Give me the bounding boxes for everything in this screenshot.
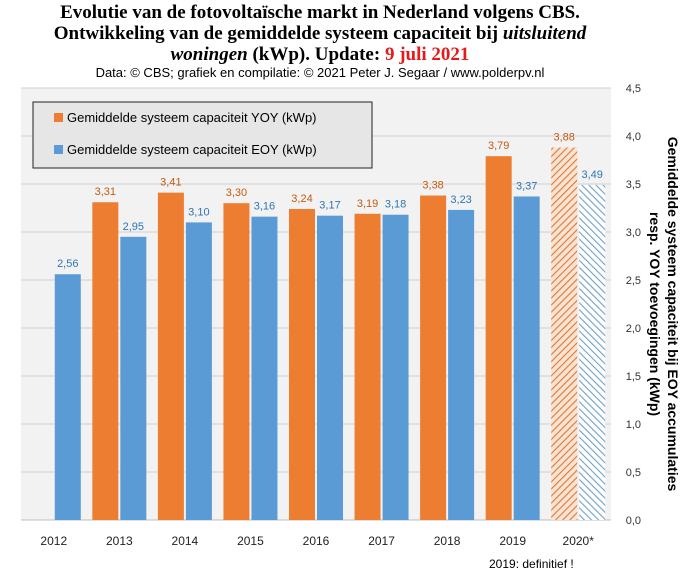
title-line-3-text: (kWp). Update: xyxy=(247,44,385,65)
y-tick-label: 2,0 xyxy=(626,323,641,335)
y-tick-label: 4,0 xyxy=(626,131,641,143)
bar-eoy xyxy=(185,222,212,520)
y-axis-title: Gemiddelde systeem capaciteit bij EOY ac… xyxy=(647,137,681,492)
bar-eoy xyxy=(120,236,147,521)
data-label: 3,17 xyxy=(319,200,340,212)
x-tick-label: 2020* xyxy=(563,534,595,548)
chart-subtitle: Data: © CBS; grafiek en compilatie: © 20… xyxy=(95,65,545,80)
bar-eoy xyxy=(448,209,475,521)
x-tick-label: 2016 xyxy=(303,534,330,548)
x-tick-label: 2014 xyxy=(172,534,199,548)
bar-eoy xyxy=(54,274,81,520)
data-label: 3,23 xyxy=(450,194,471,206)
y-tick-label: 0,0 xyxy=(626,515,641,527)
chart-title-line-1: Evolutie van de fotovoltaïsche markt in … xyxy=(60,2,580,23)
y-tick-label: 0,5 xyxy=(626,467,641,479)
x-tick-label: 2015 xyxy=(237,534,264,548)
bar-eoy xyxy=(579,184,606,520)
data-label: 3,16 xyxy=(254,201,275,213)
bar-yoy xyxy=(485,156,512,520)
bar-yoy xyxy=(223,203,250,520)
legend-entry: Gemiddelde systeem capaciteit EOY (kWp) xyxy=(67,142,317,157)
legend-swatch xyxy=(54,145,63,154)
data-label: 3,79 xyxy=(488,140,509,152)
data-label: 3,49 xyxy=(582,169,603,181)
y-tick-label: 3,0 xyxy=(626,227,641,239)
data-label: 2,56 xyxy=(57,258,78,270)
data-label: 3,10 xyxy=(188,206,209,218)
bar-yoy xyxy=(551,147,578,520)
data-label: 3,24 xyxy=(291,193,312,205)
title-line-2-text: Ontwikkeling van de gemiddelde systeem c… xyxy=(53,23,503,44)
legend-swatch xyxy=(54,113,63,122)
data-label: 2,95 xyxy=(123,221,144,233)
x-tick-label: 2017 xyxy=(368,534,395,548)
data-label: 3,18 xyxy=(385,199,406,211)
bar-yoy xyxy=(157,192,184,520)
data-label: 3,31 xyxy=(95,186,116,198)
data-label: 3,88 xyxy=(554,132,575,144)
x-tick-label: 2018 xyxy=(434,534,461,548)
chart-title-line-2: Ontwikkeling van de gemiddelde systeem c… xyxy=(0,23,640,44)
legend-box xyxy=(32,101,373,169)
update-date: 9 juli 2021 xyxy=(384,44,470,65)
x-tick-label: 2012 xyxy=(40,534,67,548)
x-tick-label: 2013 xyxy=(106,534,133,548)
legend-entry: Gemiddelde systeem capaciteit YOY (kWp) xyxy=(67,110,317,125)
bar-yoy xyxy=(354,213,381,520)
y-axis-title-line-1: Gemiddelde systeem capaciteit bij EOY ac… xyxy=(665,137,681,492)
y-tick-label: 1,5 xyxy=(626,371,641,383)
data-label: 3,38 xyxy=(422,180,443,192)
bar-yoy xyxy=(289,208,315,520)
bar-yoy xyxy=(420,195,447,520)
bar-eoy xyxy=(513,196,540,521)
x-tick-label: 2019 xyxy=(499,534,526,548)
bar-eoy xyxy=(382,214,409,520)
y-tick-label: 2,5 xyxy=(626,275,641,287)
y-tick-label: 4,5 xyxy=(626,83,641,95)
y-axis-title-line-2: resp. YOY toevoegingen (kWp) xyxy=(647,212,663,416)
bar-eoy xyxy=(251,216,278,520)
legend: Gemiddelde systeem capaciteit YOY (kWp) G… xyxy=(32,101,373,169)
bars xyxy=(54,147,606,521)
data-label: 3,41 xyxy=(160,177,181,189)
data-label: 3,30 xyxy=(226,187,247,199)
bar-eoy xyxy=(317,215,343,520)
title-emphasis-uitsluitend: uitsluitend xyxy=(502,23,587,44)
y-tick-labels: 0,0 0,5 1,0 1,5 2,0 2,5 3,0 3,5 4,0 4,5 xyxy=(626,83,641,527)
title-emphasis-woningen: woningen xyxy=(170,44,248,65)
chart-title-line-3: woningen (kWp). Update: 9 juli 2021 xyxy=(0,44,640,65)
y-tick-label: 1,0 xyxy=(626,419,641,431)
y-tick-label: 3,5 xyxy=(626,179,641,191)
bar-yoy xyxy=(92,202,119,521)
footnote: 2019: definitief ! xyxy=(489,557,574,571)
x-tick-labels: 2012 2013 2014 2015 2016 2017 2018 2019 2020* xyxy=(40,534,594,548)
data-labels: 2,56 3,31 2,95 3,41 3,10 3,30 3,16 3,24 3,17 3,19… xyxy=(57,132,603,271)
data-label: 3,37 xyxy=(516,180,537,192)
data-label: 3,19 xyxy=(357,198,378,210)
